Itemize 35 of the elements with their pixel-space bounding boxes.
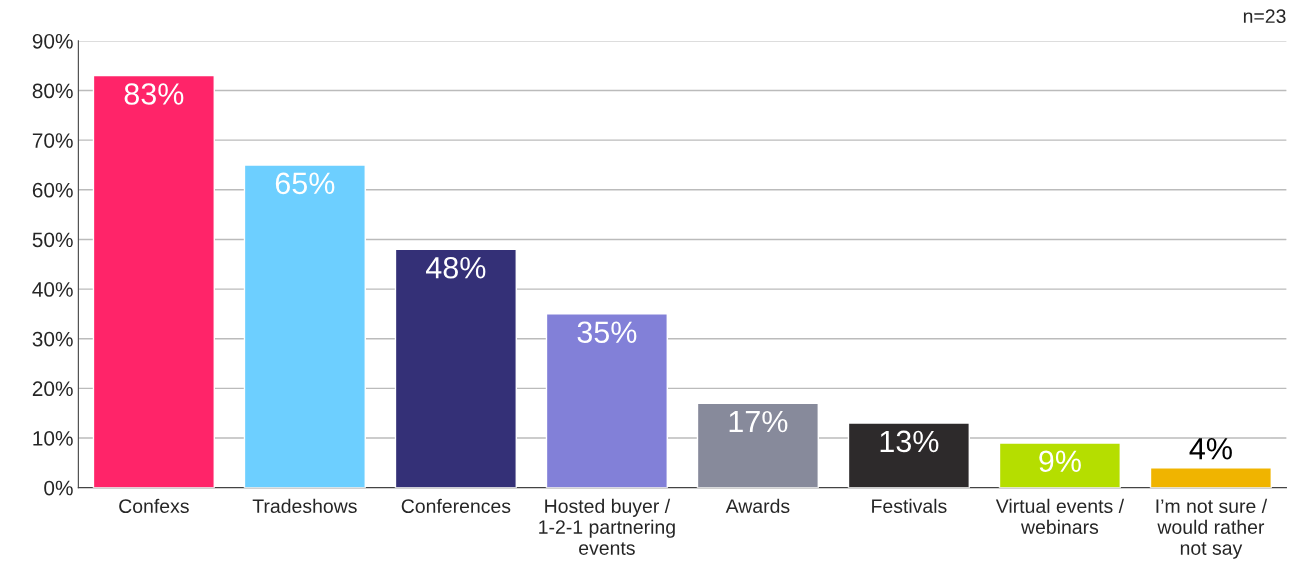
data-label: 17% — [729, 410, 788, 433]
x-tick-label: Confexs — [119, 498, 189, 514]
text: n=23 — [1243, 9, 1286, 24]
y-tick-label: 10% — [33, 431, 73, 446]
y-tick-label: 90% — [32, 33, 73, 49]
y-tick-label: 50% — [32, 232, 73, 248]
bar — [92, 74, 215, 488]
data-label: 65% — [275, 172, 335, 195]
bar — [394, 248, 517, 488]
data-label: 83% — [124, 83, 184, 105]
y-tick-label: 40% — [32, 282, 73, 297]
y-tick-label: 80% — [32, 83, 73, 99]
bar — [545, 313, 668, 488]
x-tick-label: Festivals — [872, 498, 947, 514]
bar — [998, 442, 1121, 488]
bar — [847, 422, 970, 488]
y-tick-label: 30% — [32, 331, 73, 347]
data-label: 48% — [426, 256, 486, 279]
y-tick-label: 70% — [32, 133, 73, 148]
bar — [1149, 467, 1273, 488]
x-tick-label: Awards — [725, 498, 790, 514]
x-tick-label: Tradeshows — [252, 498, 357, 514]
y-tick-label: 0% — [44, 480, 73, 496]
data-label: 9% — [1039, 450, 1081, 473]
x-tick-label: I’m not sure / would rather not say — [1156, 498, 1268, 559]
data-label: 4% — [1189, 438, 1232, 460]
x-tick-label: Hosted buyer / 1-2-1 partnering events — [539, 498, 675, 555]
x-tick-label: Conferences — [401, 498, 511, 514]
data-label: 13% — [880, 430, 939, 453]
x-tick-label: Virtual events / webinars — [995, 498, 1125, 534]
data-label: 35% — [577, 321, 637, 344]
y-tick-label: 60% — [32, 182, 73, 198]
bar — [243, 164, 366, 488]
y-tick-label: 20% — [32, 381, 73, 397]
bar — [696, 402, 819, 488]
